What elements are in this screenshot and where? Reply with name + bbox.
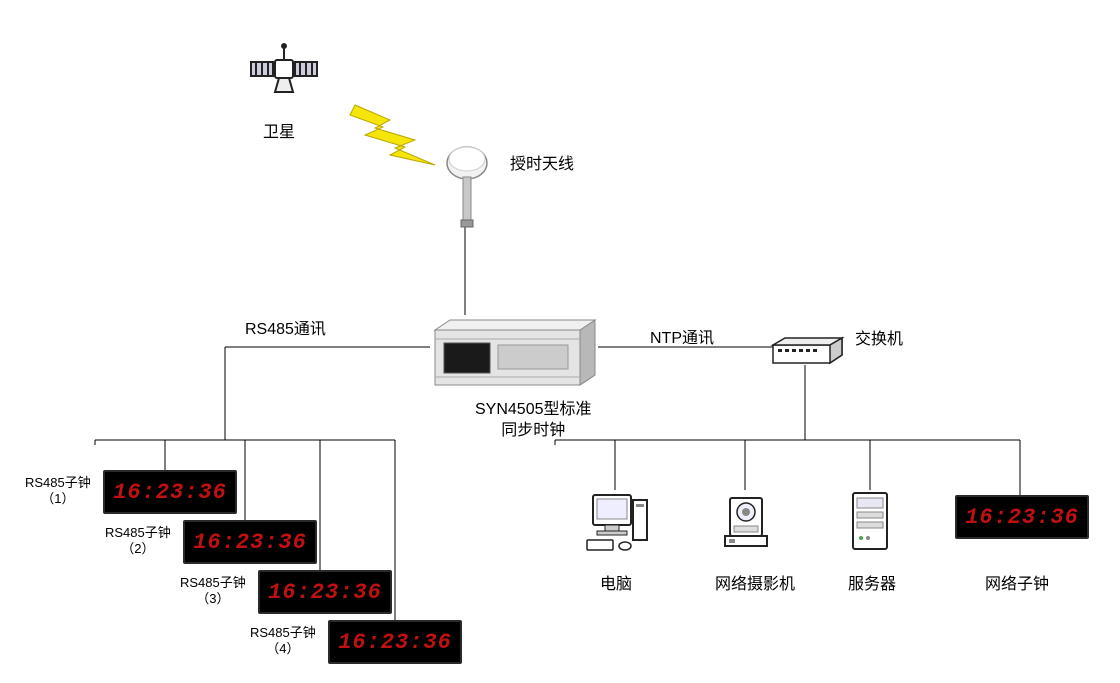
computer-label: 电脑 [600, 570, 632, 594]
clock-digits: 16:23:36 [268, 580, 382, 605]
clock-digits: 16:23:36 [193, 530, 307, 555]
rs485-clock-4-label: RS485子钟 （4） [250, 625, 316, 658]
network-clock: 16:23:36 [955, 495, 1089, 539]
camera-icon [720, 490, 775, 550]
rs485-clock-1-label: RS485子钟 （1） [25, 475, 91, 508]
switch-label: 交换机 [855, 325, 903, 349]
lightning-icon [345, 100, 440, 175]
server-icon [845, 490, 895, 555]
satellite-label: 卫星 [263, 118, 295, 142]
computer-icon [585, 490, 650, 555]
server-label: 服务器 [848, 570, 896, 594]
rs485-clock-3: 16:23:36 [258, 570, 392, 614]
clock-digits: 16:23:36 [113, 480, 227, 505]
master-clock-label: SYN4505型标准 同步时钟 [475, 400, 592, 442]
antenna-icon [445, 145, 490, 230]
antenna-label: 授时天线 [510, 150, 574, 174]
switch-icon [770, 335, 845, 370]
master-clock-label-line1: SYN4505型标准 [475, 401, 592, 418]
rs485-clock-2-label: RS485子钟 （2） [105, 525, 171, 558]
clock-digits: 16:23:36 [338, 630, 452, 655]
master-clock-label-line2: 同步时钟 [501, 422, 565, 439]
master-clock-icon [430, 315, 600, 395]
rs485-clock-2: 16:23:36 [183, 520, 317, 564]
rs485-clock-4: 16:23:36 [328, 620, 462, 664]
rs485-clock-3-label: RS485子钟 （3） [180, 575, 246, 608]
network-clock-label: 网络子钟 [985, 570, 1049, 594]
clock-digits: 16:23:36 [965, 505, 1079, 530]
rs485-clock-1: 16:23:36 [103, 470, 237, 514]
satellite-icon [245, 30, 325, 110]
rs485-comm-label: RS485通讯 [245, 315, 326, 339]
ntp-comm-label: NTP通讯 [650, 324, 714, 348]
camera-label: 网络摄影机 [715, 570, 795, 594]
